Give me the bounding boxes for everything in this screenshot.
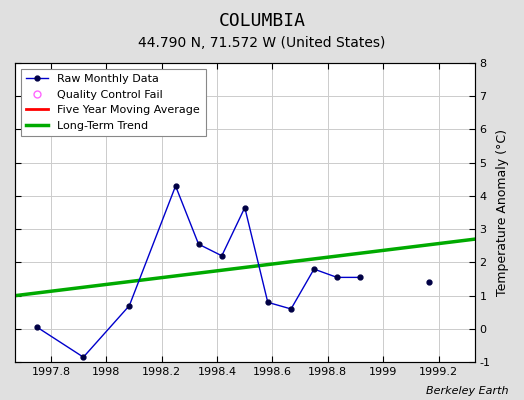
Raw Monthly Data <box>288 306 294 311</box>
Raw Monthly Data <box>265 300 271 305</box>
Raw Monthly Data <box>219 253 225 258</box>
Raw Monthly Data <box>34 325 40 330</box>
Text: Berkeley Earth: Berkeley Earth <box>426 386 508 396</box>
Raw Monthly Data <box>242 205 248 210</box>
Raw Monthly Data <box>357 275 363 280</box>
Line: Raw Monthly Data: Raw Monthly Data <box>35 184 363 360</box>
Raw Monthly Data <box>126 303 133 308</box>
Y-axis label: Temperature Anomaly (°C): Temperature Anomaly (°C) <box>496 129 509 296</box>
Raw Monthly Data <box>311 267 317 272</box>
Raw Monthly Data <box>172 184 179 188</box>
Text: COLUMBIA: COLUMBIA <box>219 12 305 30</box>
Raw Monthly Data <box>334 275 340 280</box>
Legend: Raw Monthly Data, Quality Control Fail, Five Year Moving Average, Long-Term Tren: Raw Monthly Data, Quality Control Fail, … <box>20 68 205 136</box>
Raw Monthly Data <box>195 242 202 246</box>
Text: 44.790 N, 71.572 W (United States): 44.790 N, 71.572 W (United States) <box>138 36 386 50</box>
Raw Monthly Data <box>80 355 86 360</box>
